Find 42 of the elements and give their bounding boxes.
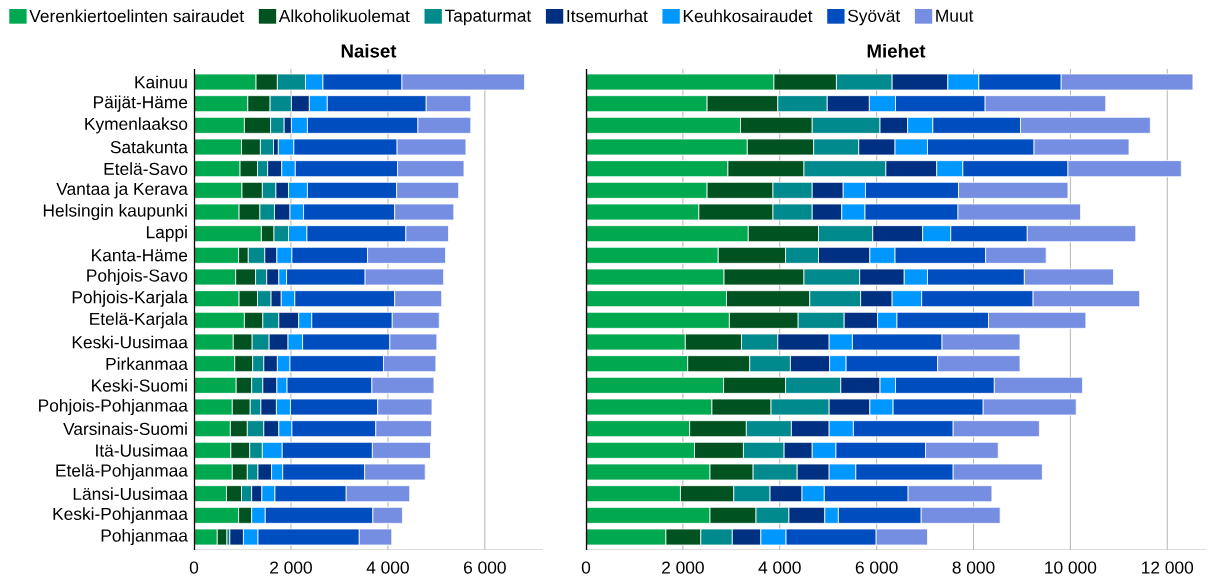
x-tick-label: 10 000	[1045, 561, 1097, 574]
y-tick-label: Varsinais-Suomi	[63, 422, 187, 436]
legend-label: Verenkiertoelinten sairaudet	[29, 9, 244, 23]
legend-label: Keuhkosairaudet	[683, 9, 813, 23]
y-tick-label: Keski-Suomi	[92, 378, 187, 392]
x-tick-label: 6 000	[855, 561, 898, 574]
legend-label: Itsemurhat	[567, 9, 648, 23]
x-tick-label: 0	[189, 561, 199, 574]
y-tick-label: Pirkanmaa	[106, 357, 188, 371]
x-tick-label: 4 000	[366, 561, 409, 574]
x-tick-label: 8 000	[952, 561, 995, 574]
y-tick-label: Keski-Pohjanmaa	[53, 507, 188, 524]
y-tick-label: Etelä-Karjala	[90, 312, 188, 329]
x-tick-label: 2 000	[662, 561, 704, 574]
y-tick-label: Etelä-Savo	[104, 162, 188, 176]
y-tick-label: Itä-Uusimaa	[96, 443, 188, 457]
x-tick-label: 6 000	[464, 561, 506, 574]
x-tick-label: 4 000	[758, 561, 801, 574]
x-tick-label: 2 000	[270, 561, 312, 574]
legend-label: Alkoholikuolemat	[278, 9, 410, 23]
legend-label: Muut	[936, 9, 974, 22]
legend-label: Tapaturmat	[444, 9, 532, 26]
y-tick-label: Satakunta	[110, 140, 188, 154]
y-tick-label: Keski-Uusimaa	[72, 335, 188, 349]
y-tick-label: Pohjois-Savo	[87, 268, 188, 286]
y-tick-label: Pohjois-Karjala	[72, 290, 188, 307]
y-tick-label: Pohjanmaa	[101, 528, 188, 546]
y-tick-label: Vantaa ja Kerava	[56, 182, 188, 199]
y-tick-label: Pohjois-Pohjanmaa	[39, 398, 188, 416]
y-tick-label: Lappi	[146, 225, 187, 242]
legend-label: Syövät	[848, 9, 901, 26]
y-tick-label: Helsingin kaupunki	[43, 203, 187, 221]
y-tick-label: Päijät-Häme	[94, 95, 188, 112]
y-tick-label: Kymenlaakso	[85, 117, 188, 134]
x-tick-label: 12 000	[1142, 561, 1194, 574]
y-tick-label: Länsi-Uusimaa	[73, 487, 188, 501]
y-tick-label: Kainuu	[135, 75, 187, 89]
y-tick-label: Etelä-Pohjanmaa	[56, 463, 188, 481]
x-tick-label: 0	[581, 561, 591, 574]
chart-title: Miehet	[867, 43, 926, 58]
chart-title: Naiset	[341, 43, 397, 58]
y-tick-label: Kanta-Häme	[92, 249, 188, 262]
